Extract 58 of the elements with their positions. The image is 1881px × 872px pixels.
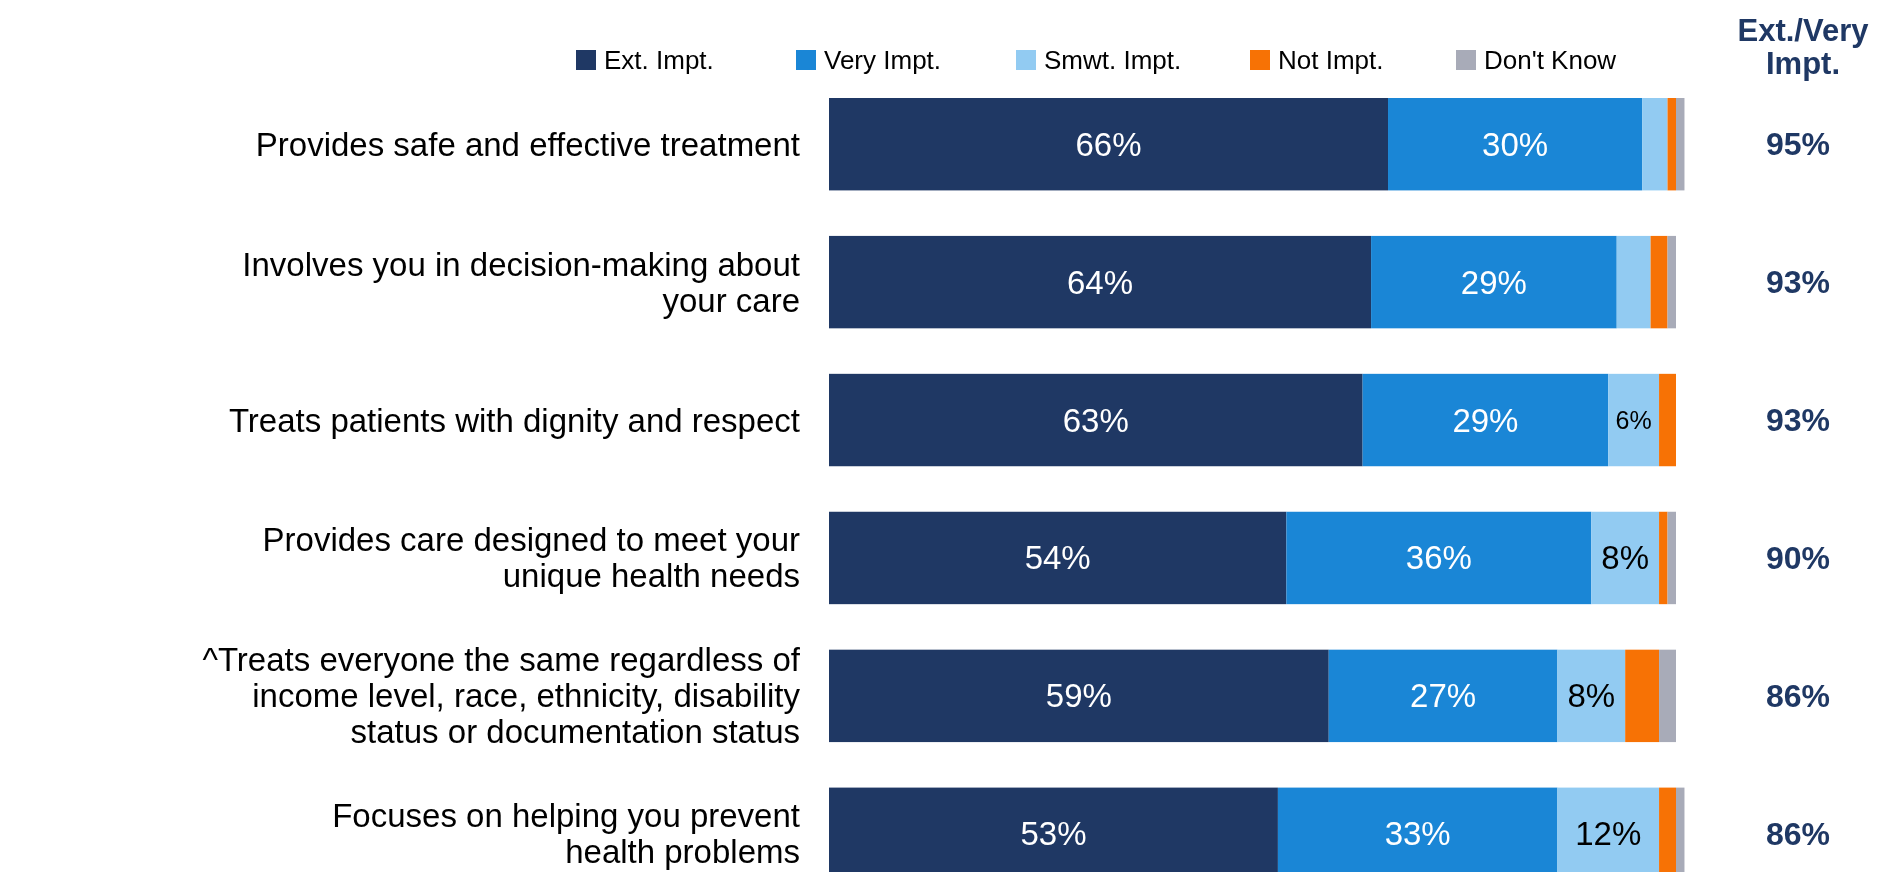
- bar: [1667, 98, 1676, 191]
- bar: [1362, 373, 1609, 467]
- data-label: 53%: [1020, 815, 1087, 853]
- data-label: 12%: [1575, 815, 1642, 853]
- bar: [829, 511, 1287, 605]
- data-label: 59%: [1045, 677, 1112, 715]
- bar: [1650, 235, 1668, 329]
- text: 86%: [1765, 815, 1831, 852]
- legend-label: Very Impt.: [824, 45, 942, 75]
- text: 90%: [1765, 539, 1831, 576]
- data-label: 66%: [1075, 125, 1142, 163]
- y-tick-label: Involves you in decision-making about your care: [242, 245, 800, 319]
- bar: [1608, 373, 1660, 467]
- legend-label: Smwt. Impt.: [1044, 45, 1182, 75]
- data-label: 30%: [1482, 125, 1549, 163]
- bar: [1371, 235, 1617, 329]
- legend-label: Not Impt.: [1278, 45, 1384, 75]
- bar: [1286, 511, 1592, 605]
- bar: [1388, 98, 1643, 191]
- text: 93%: [1765, 402, 1831, 439]
- bar: [1591, 511, 1660, 605]
- bar: [1328, 649, 1558, 743]
- y-tick-label: Treats patients with dignity and respect: [228, 401, 800, 439]
- bar: [1659, 649, 1676, 743]
- data-label: 63%: [1062, 401, 1129, 439]
- text: 86%: [1765, 677, 1831, 714]
- data-label: 64%: [1067, 263, 1134, 301]
- y-tick-label: Focuses on helping you prevent health problems: [332, 797, 800, 871]
- text: Ext./Very Impt.: [1737, 13, 1870, 81]
- bar: [1676, 98, 1685, 191]
- legend-label: Don't Know: [1484, 45, 1617, 75]
- bar: [1557, 649, 1626, 743]
- bar: [829, 649, 1329, 743]
- data-label: 36%: [1405, 539, 1472, 577]
- bar: [829, 373, 1363, 467]
- bar: [1642, 98, 1668, 191]
- data-label: 29%: [1452, 401, 1519, 439]
- data-label: 54%: [1024, 539, 1091, 577]
- bar: [1625, 649, 1660, 743]
- bar: [1659, 511, 1668, 605]
- data-label: 27%: [1410, 677, 1477, 715]
- bar: [1667, 235, 1676, 329]
- y-tick-label: Provides care designed to meet your unique health needs: [262, 521, 800, 595]
- text: 93%: [1765, 264, 1831, 301]
- data-label: 8%: [1567, 677, 1616, 715]
- bar: [1616, 235, 1651, 329]
- legend-label: Ext. Impt.: [604, 45, 714, 75]
- bar: [1659, 373, 1676, 467]
- y-tick-label: Provides safe and effective treatment: [255, 125, 800, 163]
- bar: [1667, 511, 1676, 605]
- data-label: 6%: [1615, 406, 1652, 435]
- y-tick-label: ^Treats everyone the same regardless of income level, race, ethnicity, disability status or documentation status: [202, 641, 801, 751]
- data-label: 8%: [1601, 539, 1650, 577]
- data-label: 33%: [1384, 815, 1451, 853]
- bar: [829, 98, 1389, 191]
- text: 95%: [1765, 126, 1831, 163]
- bar: [829, 235, 1372, 329]
- data-label: 29%: [1460, 263, 1527, 301]
